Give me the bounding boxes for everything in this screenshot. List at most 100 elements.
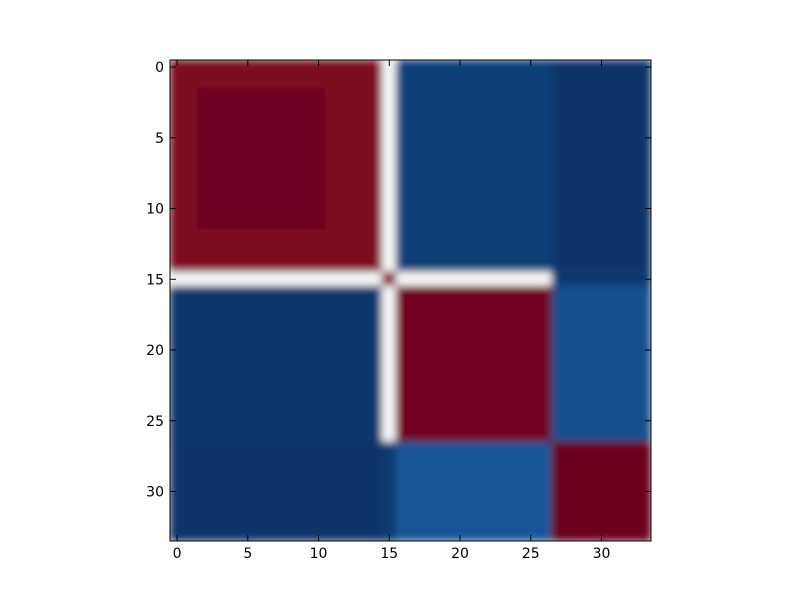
heatmap-cell <box>325 243 341 259</box>
heatmap-cell <box>353 526 369 541</box>
heatmap-cell <box>170 215 185 231</box>
heatmap-cell <box>509 441 525 457</box>
heatmap-cell <box>197 483 213 500</box>
heatmap-cell <box>197 73 213 89</box>
heatmap-cell <box>636 455 651 471</box>
heatmap-cell <box>509 413 525 429</box>
y-tick-label: 5 <box>155 131 164 147</box>
heatmap-cell <box>226 229 242 245</box>
heatmap-cell <box>509 158 525 174</box>
heatmap-cell <box>183 215 199 231</box>
heatmap-cell <box>211 441 228 457</box>
heatmap-cell <box>325 158 341 174</box>
heatmap-cell <box>310 356 327 372</box>
heatmap-cell <box>170 356 185 372</box>
heatmap-cell <box>170 300 185 316</box>
heatmap-cell <box>622 87 638 103</box>
heatmap-cell <box>170 483 185 500</box>
heatmap-cell <box>622 483 638 500</box>
heatmap-cell <box>523 158 539 174</box>
heatmap-cell <box>282 483 298 500</box>
heatmap-cell <box>325 498 341 514</box>
heatmap-cell <box>310 271 327 287</box>
heatmap-cell <box>367 512 383 528</box>
heatmap-cell <box>537 300 553 316</box>
heatmap-cell <box>466 172 482 188</box>
heatmap-cell <box>452 186 468 202</box>
heatmap-cell <box>296 200 312 217</box>
heatmap-cell <box>593 328 610 344</box>
heatmap-cell <box>537 271 553 287</box>
heatmap-cell <box>353 215 369 231</box>
heatmap-cell <box>254 144 270 160</box>
heatmap-cell <box>608 314 624 330</box>
heatmap-cell <box>593 144 610 160</box>
heatmap-cell <box>523 116 539 132</box>
heatmap-cell <box>310 342 327 358</box>
heatmap-cell <box>438 158 454 174</box>
heatmap-cell <box>593 342 610 358</box>
heatmap-cell <box>268 328 284 344</box>
heatmap-cell <box>282 73 298 89</box>
heatmap-cell <box>438 526 454 541</box>
heatmap-cell <box>579 314 595 330</box>
heatmap-cell <box>537 257 553 273</box>
heatmap-cell <box>325 399 341 415</box>
heatmap-cell <box>523 526 539 541</box>
heatmap-cell <box>593 257 610 273</box>
heatmap-cell <box>410 328 426 344</box>
heatmap-cell <box>183 427 199 443</box>
heatmap-cell <box>608 469 624 485</box>
heatmap-cell <box>170 314 185 330</box>
heatmap-cell <box>282 229 298 245</box>
heatmap-cell <box>480 356 496 372</box>
heatmap-cell <box>339 455 355 471</box>
heatmap-cell <box>395 60 411 75</box>
heatmap-cell <box>608 243 624 259</box>
heatmap-cell <box>268 172 284 188</box>
heatmap-cell <box>226 328 242 344</box>
heatmap-cell <box>636 271 651 287</box>
heatmap-cell <box>367 427 383 443</box>
heatmap-cell <box>226 285 242 301</box>
heatmap-cell <box>183 441 199 457</box>
heatmap-cell <box>310 526 327 541</box>
heatmap-cell <box>226 60 242 75</box>
heatmap-cell <box>410 215 426 231</box>
heatmap-cell <box>452 271 468 287</box>
heatmap-cell <box>452 413 468 429</box>
heatmap-cell <box>509 257 525 273</box>
heatmap-cell <box>466 215 482 231</box>
heatmap-cell <box>226 526 242 541</box>
heatmap-cell <box>353 130 369 146</box>
heatmap-cell <box>494 469 511 485</box>
heatmap-cell <box>296 73 312 89</box>
heatmap-cell <box>622 455 638 471</box>
heatmap-cell <box>183 87 199 103</box>
heatmap-cell <box>183 342 199 358</box>
heatmap-cell <box>579 328 595 344</box>
heatmap-cell <box>480 300 496 316</box>
heatmap-cell <box>579 413 595 429</box>
heatmap-cell <box>367 243 383 259</box>
heatmap-cell <box>509 370 525 386</box>
heatmap-cell <box>579 116 595 132</box>
heatmap-cell <box>565 512 581 528</box>
heatmap-cell <box>551 285 567 301</box>
heatmap-cell <box>183 455 199 471</box>
heatmap-cell <box>551 526 567 541</box>
heatmap-cell <box>608 101 624 118</box>
heatmap-cell <box>240 130 256 146</box>
heatmap-cell <box>466 413 482 429</box>
heatmap-cell <box>466 200 482 217</box>
heatmap-cell <box>240 328 256 344</box>
heatmap-cell <box>268 130 284 146</box>
heatmap-cell <box>254 512 270 528</box>
heatmap-cell <box>523 356 539 372</box>
heatmap-cell <box>466 73 482 89</box>
heatmap-cell <box>381 158 397 174</box>
heatmap-cell <box>593 229 610 245</box>
heatmap-cell <box>410 73 426 89</box>
heatmap-cell <box>622 399 638 415</box>
heatmap-cell <box>310 483 327 500</box>
